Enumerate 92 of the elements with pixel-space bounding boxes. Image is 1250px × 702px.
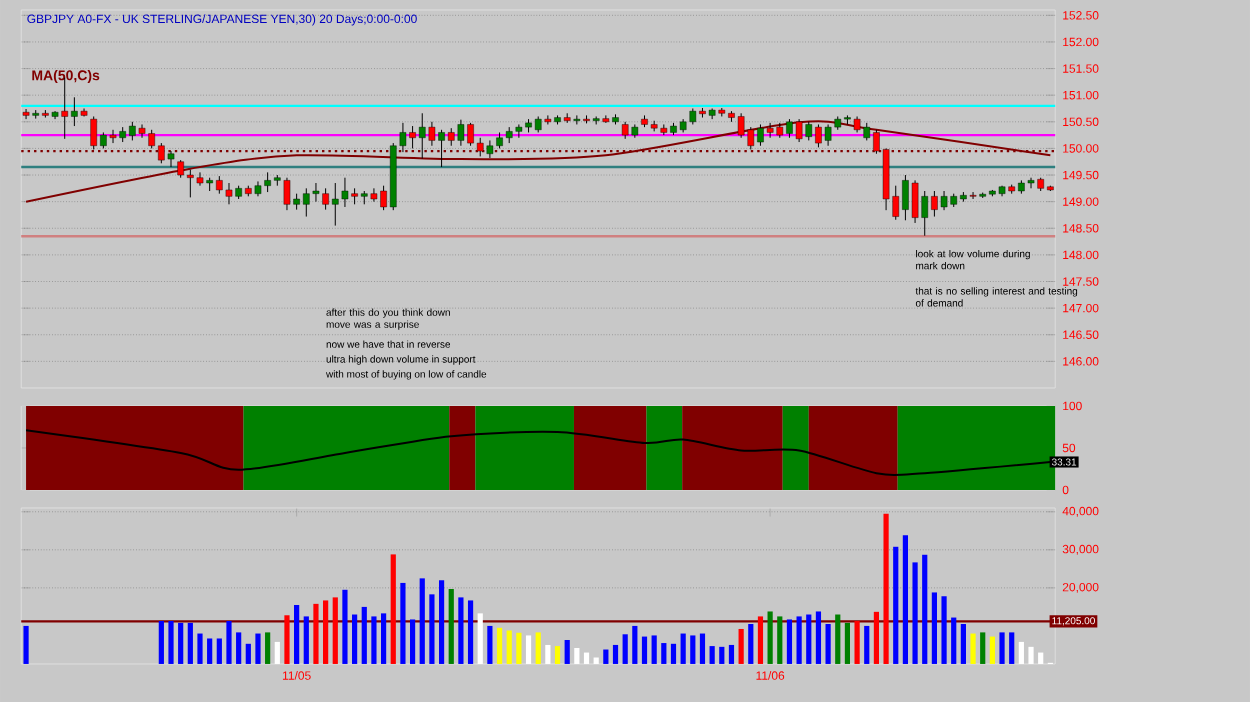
bar bbox=[796, 616, 802, 664]
bar bbox=[1018, 641, 1024, 664]
bar bbox=[902, 535, 909, 664]
bar bbox=[323, 600, 329, 664]
bar bbox=[332, 597, 338, 664]
bar bbox=[970, 633, 976, 664]
bar bbox=[989, 636, 995, 664]
bar bbox=[303, 616, 309, 664]
bar bbox=[178, 622, 184, 664]
bar bbox=[313, 603, 319, 664]
bar bbox=[236, 632, 242, 664]
bar bbox=[815, 611, 822, 664]
line-series bbox=[25, 120, 1052, 203]
bar bbox=[844, 622, 851, 664]
bar bbox=[980, 632, 986, 664]
bar bbox=[554, 646, 561, 664]
bar bbox=[400, 582, 406, 664]
bar bbox=[960, 624, 966, 664]
bar bbox=[738, 628, 744, 664]
bar bbox=[245, 643, 251, 664]
bar bbox=[390, 554, 396, 664]
bar bbox=[757, 616, 764, 664]
bar bbox=[748, 624, 754, 664]
bar bbox=[1038, 652, 1044, 664]
bar bbox=[477, 613, 483, 664]
bar bbox=[197, 633, 203, 664]
bar bbox=[893, 546, 899, 664]
bar bbox=[487, 625, 493, 664]
bar bbox=[641, 636, 648, 664]
bar bbox=[835, 614, 841, 664]
bar bbox=[931, 592, 937, 664]
bar bbox=[1009, 632, 1015, 664]
bar bbox=[786, 619, 793, 664]
bar bbox=[23, 625, 29, 664]
bar bbox=[438, 580, 445, 664]
bar bbox=[216, 638, 222, 664]
bar bbox=[1028, 646, 1034, 664]
bar bbox=[371, 616, 377, 664]
bar bbox=[361, 606, 367, 664]
bar bbox=[670, 643, 677, 664]
bar bbox=[728, 644, 735, 664]
bar bbox=[467, 600, 474, 664]
bar bbox=[535, 632, 541, 664]
bar bbox=[661, 643, 667, 664]
bar bbox=[458, 597, 464, 664]
bar bbox=[545, 644, 551, 664]
bar bbox=[574, 647, 580, 664]
bar bbox=[767, 611, 773, 664]
bar bbox=[806, 614, 812, 664]
bar bbox=[922, 554, 928, 664]
bar bbox=[632, 625, 638, 664]
bar bbox=[284, 615, 290, 664]
bar bbox=[873, 611, 880, 664]
bar bbox=[603, 649, 609, 664]
bar bbox=[825, 624, 831, 664]
bar bbox=[680, 633, 686, 664]
bar bbox=[352, 614, 358, 664]
bar bbox=[651, 635, 657, 664]
bar bbox=[912, 562, 918, 664]
bar bbox=[951, 617, 957, 664]
bar bbox=[187, 622, 193, 664]
bar bbox=[622, 634, 628, 664]
bar bbox=[342, 589, 348, 664]
bar bbox=[864, 625, 870, 664]
bar bbox=[207, 638, 213, 664]
bar bbox=[168, 620, 174, 664]
bar bbox=[380, 613, 387, 664]
bar bbox=[854, 620, 860, 664]
bar bbox=[294, 605, 300, 664]
bar bbox=[274, 641, 280, 664]
bar bbox=[226, 620, 232, 664]
bar bbox=[999, 632, 1005, 664]
bar bbox=[429, 594, 435, 664]
bar bbox=[525, 635, 532, 664]
bar bbox=[448, 589, 454, 664]
bar bbox=[719, 646, 725, 664]
bar bbox=[612, 644, 619, 664]
bar bbox=[690, 635, 696, 664]
bar bbox=[506, 630, 512, 664]
bar bbox=[883, 513, 889, 664]
bar bbox=[516, 632, 522, 664]
bar bbox=[255, 633, 261, 664]
bar bbox=[158, 620, 164, 664]
bar bbox=[777, 616, 783, 664]
bar bbox=[409, 619, 416, 664]
bar bbox=[496, 627, 503, 664]
bar bbox=[941, 596, 947, 664]
bar bbox=[419, 578, 425, 664]
bar bbox=[699, 633, 706, 664]
bar bbox=[265, 632, 271, 664]
bar bbox=[709, 646, 715, 664]
bar bbox=[564, 640, 570, 664]
